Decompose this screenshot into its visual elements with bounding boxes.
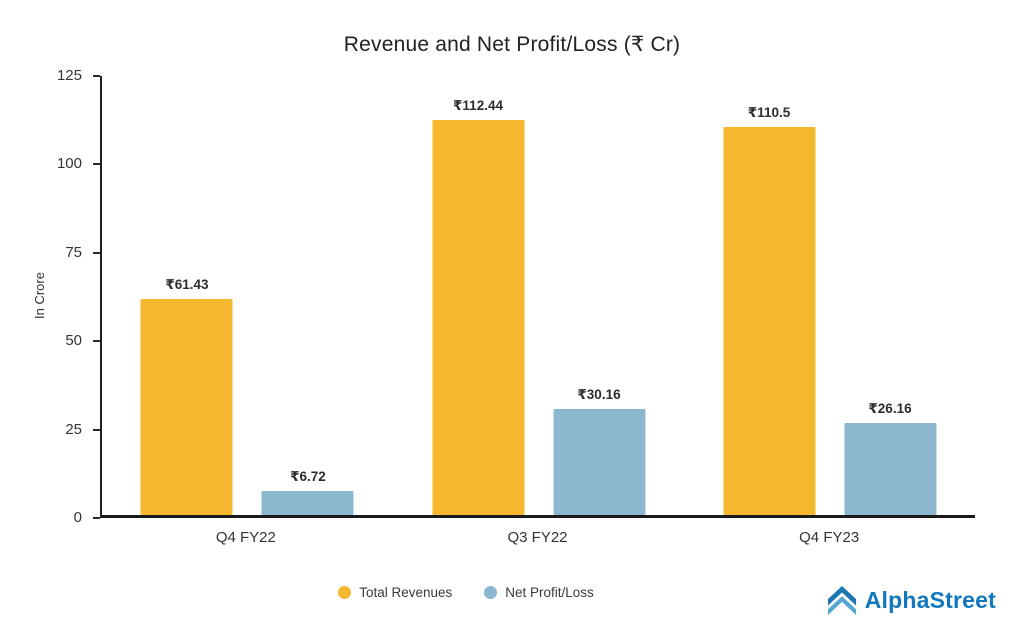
bar-value-label: ₹26.16 [868,401,912,417]
y-tick-label: 50 [65,332,82,350]
legend-item: Net Profit/Loss [484,585,594,600]
legend: Total Revenues Net Profit/Loss [0,585,978,600]
y-tick-mark [93,251,100,254]
bar-value-label: ₹61.43 [165,277,209,293]
bar-total-revenues: ₹61.43 [140,277,233,515]
bar-value-label: ₹30.16 [577,387,621,403]
legend-label: Net Profit/Loss [505,585,594,600]
plot-area: ₹61.43 ₹6.72 ₹112.44 ₹30.16 ₹110.5 ₹26.16 [100,76,975,518]
alphastreet-logo-text: AlphaStreet [864,586,996,613]
bar-group: ₹110.5 ₹26.16 [723,76,936,515]
legend-color-dot [338,586,352,599]
y-tick-label: 125 [56,67,82,84]
bar-net-profit-loss: ₹30.16 [553,387,645,515]
y-tick-label: 75 [65,243,82,261]
y-tick-mark [93,75,100,77]
bar-group: ₹112.44 ₹30.16 [432,76,645,515]
bar-total-revenues: ₹112.44 [432,98,524,515]
bar-net-profit-loss: ₹26.16 [844,401,936,515]
y-tick-mark [93,517,100,519]
y-tick-mark [93,340,100,343]
bar-net-profit-loss: ₹6.72 [261,469,354,515]
x-tick-label: Q4 FY23 [799,529,860,546]
bar-group: ₹61.43 ₹6.72 [140,76,354,515]
bar-total-revenues: ₹110.5 [723,105,815,515]
legend-label: Total Revenues [359,585,453,600]
legend-color-dot [484,586,498,599]
legend-item: Total Revenues [338,585,452,600]
y-tick-label: 25 [65,420,82,438]
alphastreet-logo: AlphaStreet [827,585,996,615]
y-tick-label: 0 [73,509,82,526]
y-tick-mark [93,428,100,431]
x-axis: Q4 FY22 Q3 FY22 Q4 FY23 [100,529,975,551]
bar-value-label: ₹112.44 [453,98,503,114]
alphastreet-logo-icon [827,585,856,615]
x-tick-label: Q4 FY22 [215,529,276,546]
y-tick-mark [93,163,100,166]
bar-value-label: ₹6.72 [290,469,326,485]
y-axis: 0 25 50 75 100 125 [0,67,100,526]
y-tick-label: 100 [56,155,82,173]
x-tick-label: Q3 FY22 [507,529,568,546]
bar-value-label: ₹110.5 [747,104,791,120]
chart-title: Revenue and Net Profit/Loss (₹ Cr) [343,33,681,56]
